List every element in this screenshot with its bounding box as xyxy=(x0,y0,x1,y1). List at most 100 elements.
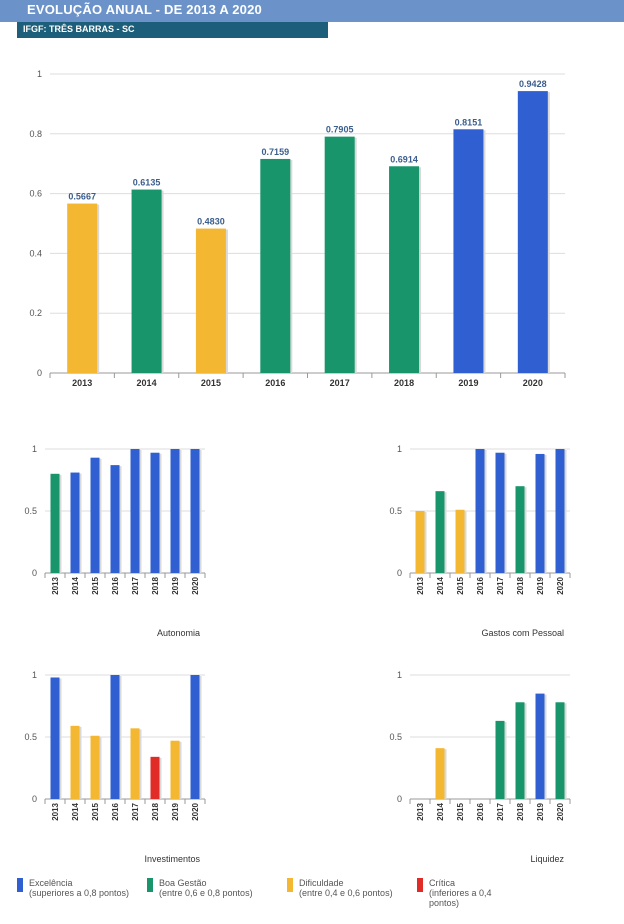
bar xyxy=(110,675,120,799)
x-tick-label: 2017 xyxy=(496,802,505,820)
bar xyxy=(70,725,80,799)
legend-range: (superiores a 0,8 pontos) xyxy=(29,888,130,898)
y-tick-label: 0 xyxy=(37,368,42,378)
y-tick-label: 0 xyxy=(397,568,402,578)
data-label: 0.5667 xyxy=(68,192,96,202)
x-tick-label: 2018 xyxy=(151,802,160,820)
bar xyxy=(130,728,140,799)
data-label: 0.7159 xyxy=(262,147,290,157)
page-title: EVOLUÇÃO ANUAL - DE 2013 A 2020 xyxy=(27,2,262,17)
x-tick-label: 2018 xyxy=(151,576,160,594)
bar xyxy=(475,449,485,573)
x-tick-label: 2017 xyxy=(496,576,505,594)
page-subtitle: IFGF: TRÊS BARRAS - SC xyxy=(23,24,135,34)
bar xyxy=(131,189,162,373)
x-tick-label: 2019 xyxy=(536,576,545,594)
x-tick-label: 2014 xyxy=(436,802,445,820)
x-tick-label: 2019 xyxy=(171,802,180,820)
bar xyxy=(150,452,160,573)
legend-swatch-excelencia xyxy=(17,878,23,892)
y-tick-label: 0.5 xyxy=(389,732,402,742)
x-tick-label: 2018 xyxy=(516,576,525,594)
data-label: 0.9428 xyxy=(519,79,547,89)
data-label: 0.7905 xyxy=(326,125,354,135)
x-tick-label: 2017 xyxy=(131,802,140,820)
bar xyxy=(455,509,465,573)
x-tick-label: 2019 xyxy=(171,576,180,594)
bar xyxy=(67,203,98,373)
x-tick-label: 2020 xyxy=(191,576,200,594)
x-tick-label: 2013 xyxy=(51,576,60,594)
x-tick-label: 2013 xyxy=(416,802,425,820)
bar xyxy=(90,735,100,799)
x-tick-label: 2020 xyxy=(556,576,565,594)
bar xyxy=(260,158,291,373)
legend-label: Excelência xyxy=(29,878,73,888)
x-tick-label: 2020 xyxy=(556,802,565,820)
bar xyxy=(130,449,140,573)
x-tick-label: 2015 xyxy=(456,576,465,594)
x-tick-label: 2013 xyxy=(416,576,425,594)
legend-label: Crítica xyxy=(429,878,456,888)
x-tick-label: 2015 xyxy=(201,378,221,388)
x-tick-label: 2018 xyxy=(394,378,414,388)
y-tick-label: 0.5 xyxy=(24,732,37,742)
legend-swatch-boa-gestao xyxy=(147,878,153,892)
x-tick-label: 2017 xyxy=(131,576,140,594)
y-tick-label: 0 xyxy=(397,794,402,804)
bar xyxy=(515,702,525,799)
subtitle-bar: IFGF: TRÊS BARRAS - SC xyxy=(17,22,328,38)
legend-label: Boa Gestão xyxy=(159,878,207,888)
legend-label: Dificuldade xyxy=(299,878,344,888)
data-label: 0.6135 xyxy=(133,178,161,188)
bar xyxy=(170,740,180,799)
charts-canvas: 0 0.2 0.4 0.6 0.8 1 2013 0.5667 2014 0.6135 2015 0.… xyxy=(24,69,571,864)
legend-range: (inferiores a 0,4 pontos) xyxy=(429,888,492,908)
legend-range: (entre 0,6 e 0,8 pontos) xyxy=(159,888,253,898)
bar xyxy=(555,702,565,799)
bar xyxy=(324,136,355,373)
chart-title: Autonomia xyxy=(157,628,200,638)
bar xyxy=(515,486,525,573)
x-tick-label: 2020 xyxy=(523,378,543,388)
chart-title: Gastos com Pessoal xyxy=(481,628,564,638)
data-label: 0.8151 xyxy=(455,117,483,127)
bar xyxy=(415,511,425,573)
legend-range: (entre 0,4 e 0,6 pontos) xyxy=(299,888,393,898)
x-tick-label: 2016 xyxy=(111,576,120,594)
x-tick-label: 2014 xyxy=(71,576,80,594)
y-tick-label: 0.5 xyxy=(24,506,37,516)
chart-title: Investimentos xyxy=(144,854,200,864)
bar xyxy=(389,166,420,373)
x-tick-label: 2017 xyxy=(330,378,350,388)
bar xyxy=(535,693,545,799)
title-bar: EVOLUÇÃO ANUAL - DE 2013 A 2020 xyxy=(0,0,624,22)
bar xyxy=(170,449,180,573)
x-tick-label: 2013 xyxy=(72,378,92,388)
y-tick-label: 1 xyxy=(32,444,37,454)
bar xyxy=(435,748,445,799)
bar xyxy=(50,473,60,573)
y-tick-label: 0.2 xyxy=(29,308,42,318)
legend-swatch-critica xyxy=(417,878,423,892)
y-tick-label: 0.6 xyxy=(29,189,42,199)
y-tick-label: 0.4 xyxy=(29,248,42,258)
x-tick-label: 2016 xyxy=(476,576,485,594)
bar xyxy=(150,756,160,799)
bar xyxy=(435,491,445,573)
bar xyxy=(517,91,548,374)
bar xyxy=(453,129,484,373)
bar xyxy=(555,449,565,573)
y-tick-label: 1 xyxy=(32,670,37,680)
bar xyxy=(535,453,545,573)
bar xyxy=(110,465,120,573)
bar xyxy=(190,449,200,573)
x-tick-label: 2013 xyxy=(51,802,60,820)
x-tick-label: 2015 xyxy=(91,576,100,594)
x-tick-label: 2019 xyxy=(536,802,545,820)
y-tick-label: 0.8 xyxy=(29,129,42,139)
bar xyxy=(90,457,100,573)
y-tick-label: 1 xyxy=(397,444,402,454)
x-tick-label: 2014 xyxy=(71,802,80,820)
x-tick-label: 2015 xyxy=(91,802,100,820)
